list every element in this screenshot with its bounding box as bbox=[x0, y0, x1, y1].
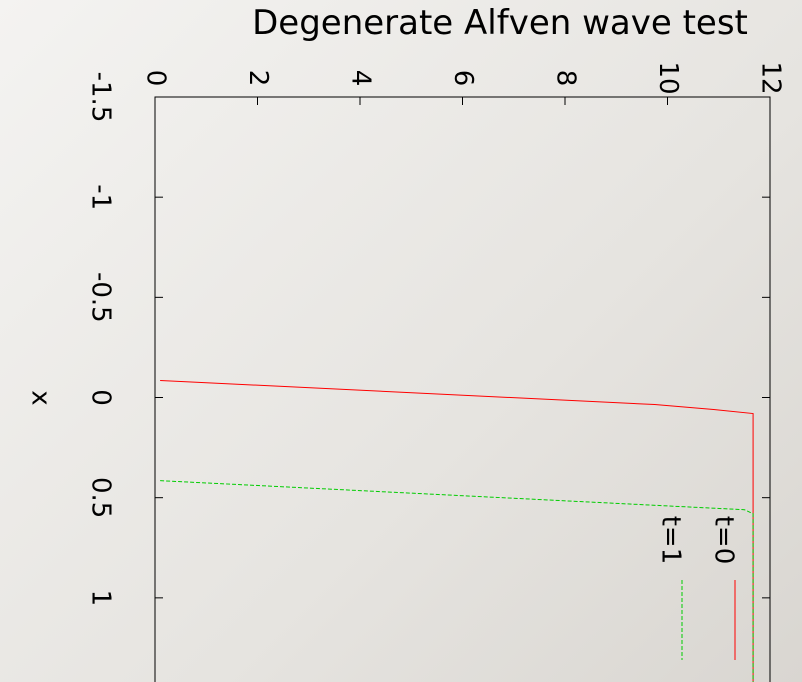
y-tick-label: 0 bbox=[141, 70, 171, 87]
x-tick-label: 1 bbox=[86, 590, 116, 607]
x-tick-label: -1 bbox=[86, 184, 116, 210]
legend-label: t=0 bbox=[709, 516, 739, 565]
series-line bbox=[160, 480, 754, 682]
y-tick-label: 2 bbox=[243, 70, 273, 87]
y-tick-label: 10 bbox=[653, 61, 683, 94]
series-line bbox=[160, 379, 754, 682]
x-tick-label: -0.5 bbox=[86, 272, 116, 323]
x-tick-label: -1.5 bbox=[86, 72, 116, 123]
y-tick-label: 6 bbox=[448, 70, 478, 87]
chart-title: Degenerate Alfven wave test bbox=[252, 3, 748, 43]
y-tick-label: 8 bbox=[551, 70, 581, 87]
y-tick-label: 4 bbox=[346, 70, 376, 87]
x-tick-label: 0 bbox=[86, 389, 116, 406]
legend-label: t=1 bbox=[656, 516, 686, 565]
y-tick-label: 12 bbox=[756, 61, 786, 94]
x-tick-label: 0.5 bbox=[86, 477, 116, 518]
x-axis-label: x bbox=[26, 390, 56, 405]
plot-frame bbox=[154, 96, 771, 682]
